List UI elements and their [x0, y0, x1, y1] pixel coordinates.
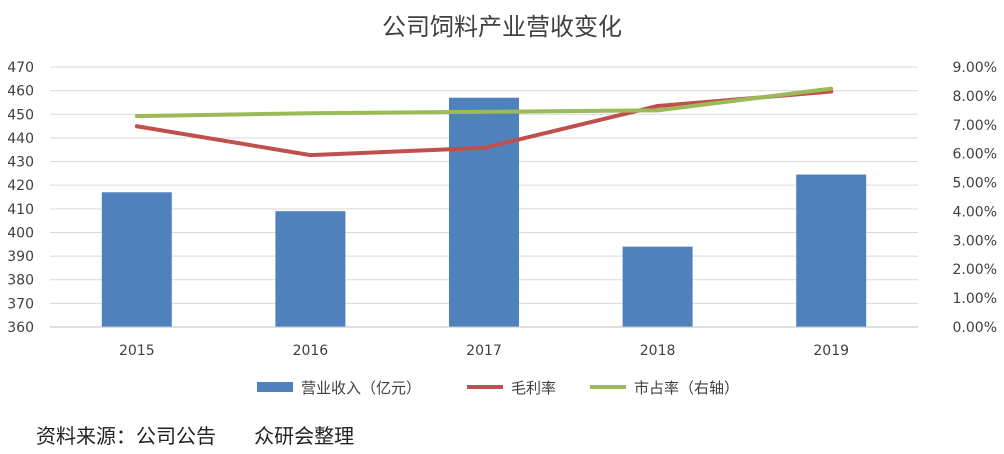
- y-tick-label: 430: [7, 155, 34, 171]
- y2-tick-label: 8.00%: [953, 89, 997, 105]
- y-tick-label: 420: [7, 178, 34, 194]
- chart-title: 公司饲料产业营收变化: [382, 13, 622, 41]
- y2-tick-label: 3.00%: [953, 233, 997, 249]
- legend: 营业收入（亿元） 毛利率 市占率（右轴）: [257, 379, 739, 397]
- y2-tick-label: 7.00%: [953, 118, 997, 134]
- x-axis: 2015 2016 2017 2018 2019: [50, 326, 918, 359]
- y-tick-label: 470: [7, 60, 34, 76]
- series-line: [134, 86, 834, 119]
- bar-series: [101, 97, 867, 328]
- x-tick-label: 2015: [119, 343, 155, 359]
- y-tick-label: 440: [7, 131, 34, 147]
- y-tick-label: 400: [7, 225, 34, 241]
- bar: [796, 174, 867, 327]
- x-tick-label: 2018: [640, 343, 676, 359]
- y-tick-label: 370: [7, 296, 34, 312]
- x-tick-label: 2017: [466, 343, 502, 359]
- y-tick-label: 460: [7, 84, 34, 100]
- y-tick-label: 380: [7, 273, 34, 289]
- x-tick-label: 2019: [813, 343, 849, 359]
- bar: [622, 246, 693, 327]
- legend-label: 营业收入（亿元）: [301, 379, 421, 397]
- y2-tick-label: 6.00%: [953, 147, 997, 163]
- y-axis-left: 470 460 450 440 430 420 410 400 390 380 370 360: [7, 60, 34, 336]
- y2-tick-label: 0.00%: [953, 320, 997, 336]
- legend-label: 市占率（右轴）: [634, 379, 739, 397]
- y2-tick-label: 9.00%: [953, 60, 997, 76]
- legend-swatch: [257, 382, 293, 392]
- y2-tick-label: 2.00%: [953, 262, 997, 278]
- bar: [449, 97, 519, 328]
- x-tick-label: 2016: [293, 343, 329, 359]
- y2-tick-label: 5.00%: [953, 176, 997, 192]
- y-tick-label: 450: [7, 107, 34, 123]
- line-series: [134, 86, 834, 158]
- source-note: 资料来源：公司公告 众研会整理: [36, 424, 355, 448]
- y2-tick-label: 1.00%: [953, 291, 997, 307]
- y2-tick-label: 4.00%: [953, 204, 997, 220]
- bar: [101, 192, 172, 327]
- y-tick-label: 390: [7, 249, 34, 265]
- bar: [275, 211, 346, 327]
- legend-label: 毛利率: [511, 379, 556, 397]
- y-tick-label: 360: [7, 320, 34, 336]
- y-tick-label: 410: [7, 202, 34, 218]
- y-axis-right: 9.00% 8.00% 7.00% 6.00% 5.00% 4.00% 3.00% 2.00%…: [953, 60, 997, 336]
